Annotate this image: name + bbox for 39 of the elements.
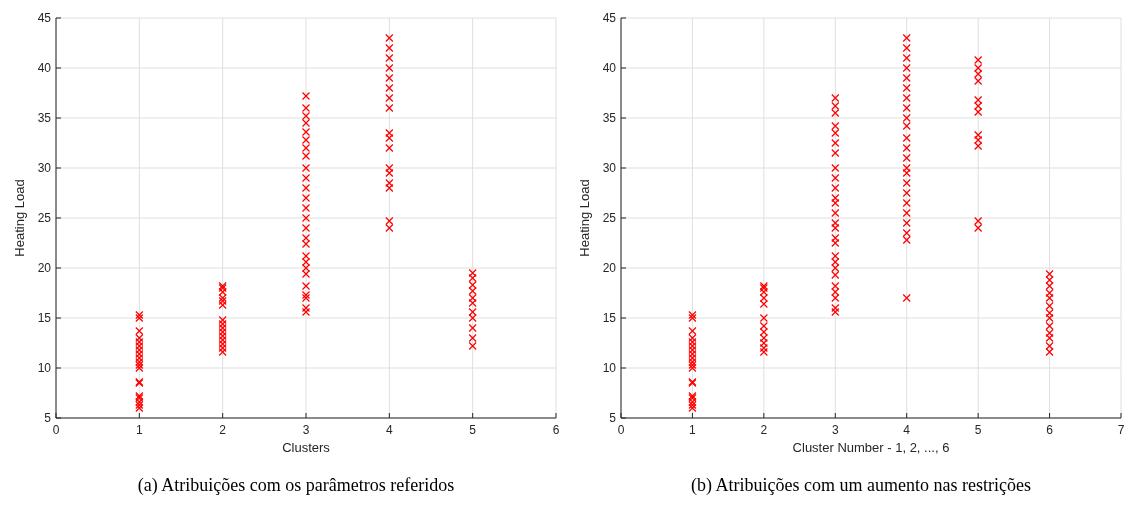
- x-tick-label: 5: [974, 423, 982, 437]
- y-tick-label: 25: [37, 211, 52, 226]
- y-tick-label: 15: [602, 311, 617, 326]
- y-tick-label: 20: [37, 261, 52, 276]
- x-tick-label: 0: [617, 423, 625, 437]
- y-tick-label: 45: [602, 11, 617, 26]
- y-tick-label: 5: [44, 411, 52, 426]
- y-axis-title: Heating Load: [577, 179, 592, 257]
- x-tick-label: 6: [552, 423, 560, 437]
- y-tick-label: 5: [609, 411, 617, 426]
- y-tick-label: 30: [37, 161, 52, 176]
- x-axis-title: Cluster Number - 1, 2, ..., 6: [792, 440, 950, 455]
- y-tick-label: 45: [37, 11, 52, 26]
- x-tick-label: 2: [760, 423, 768, 437]
- y-tick-label: 15: [37, 311, 52, 326]
- y-tick-label: 40: [602, 61, 617, 76]
- x-tick-label: 0: [52, 423, 60, 437]
- y-tick-label: 25: [602, 211, 617, 226]
- x-tick-label: 4: [385, 423, 393, 437]
- x-tick-label: 2: [219, 423, 227, 437]
- text: (a) Atribuições com os parâmetros referidos: [137, 475, 455, 496]
- y-tick-label: 20: [602, 261, 617, 276]
- x-tick-label: 6: [1046, 423, 1054, 437]
- y-tick-label: 10: [37, 361, 52, 376]
- y-tick-label: 35: [37, 111, 52, 126]
- x-tick-label: 3: [302, 423, 310, 437]
- y-tick-label: 35: [602, 111, 617, 126]
- x-axis-title: Clusters: [282, 440, 331, 455]
- y-tick-label: 30: [602, 161, 617, 176]
- y-axis-title: Heating Load: [12, 179, 27, 257]
- x-tick-label: 1: [689, 423, 697, 437]
- y-tick-label: 10: [602, 361, 617, 376]
- x-tick-label: 1: [135, 423, 143, 437]
- x-tick-label: 7: [1117, 423, 1125, 437]
- x-tick-label: 4: [903, 423, 911, 437]
- x-tick-label: 3: [831, 423, 839, 437]
- y-tick-label: 40: [37, 61, 52, 76]
- x-tick-label: 5: [469, 423, 477, 437]
- text: (b) Atribuições com um aumento nas restrições: [691, 475, 1031, 496]
